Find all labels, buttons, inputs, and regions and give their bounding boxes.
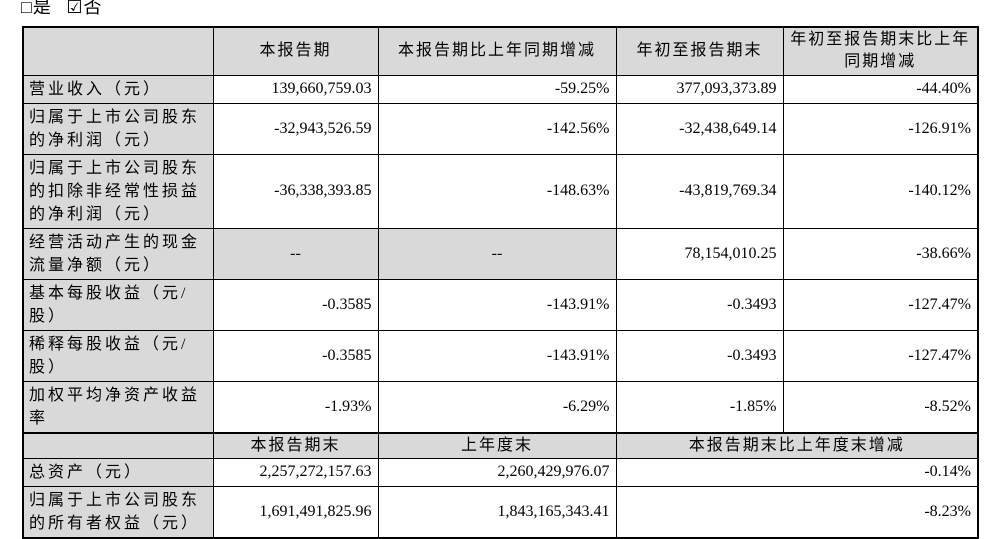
cell-value: -127.47% bbox=[782, 278, 979, 331]
column-header-ytd: 年初至报告期末 bbox=[615, 26, 784, 76]
row-label: 总资产（元） bbox=[22, 457, 214, 487]
cell-value: -140.12% bbox=[782, 153, 979, 229]
column-header-prev-year-end: 上年度末 bbox=[377, 431, 617, 459]
cell-value: -1.85% bbox=[615, 380, 784, 433]
row-label: 稀释每股收益（元/股） bbox=[22, 329, 214, 382]
row-label: 经营活动产生的现金流量净额（元） bbox=[22, 227, 214, 280]
table-row-net-profit: 归属于上市公司股东的净利润（元） -32,943,526.59 -142.56%… bbox=[22, 102, 979, 155]
table-row-revenue: 营业收入（元） 139,660,759.03 -59.25% 377,093,3… bbox=[22, 74, 979, 104]
key-financials-table: 本报告期 本报告期比上年同期增减 年初至报告期末 年初至报告期末比上年同期增减 … bbox=[22, 26, 979, 539]
cell-value: -44.40% bbox=[782, 74, 979, 104]
cell-value: -0.14% bbox=[615, 457, 979, 487]
table-row-basic-eps: 基本每股收益（元/股） -0.3585 -143.91% -0.3493 -12… bbox=[22, 278, 979, 331]
cell-value: -59.25% bbox=[377, 74, 617, 104]
row-label: 归属于上市公司股东的所有者权益（元） bbox=[22, 485, 214, 538]
cell-value: -38.66% bbox=[782, 227, 979, 280]
cell-value: -0.3585 bbox=[212, 329, 379, 382]
cell-value: -43,819,769.34 bbox=[615, 153, 784, 229]
cell-value: -142.56% bbox=[377, 102, 617, 155]
header-row-yearend: 本报告期末 上年度末 本报告期末比上年度末增减 bbox=[22, 431, 979, 459]
cell-value: 377,093,373.89 bbox=[615, 74, 784, 104]
report-page: { "prompt": { "option_yes": "□是", "optio… bbox=[21, 0, 979, 539]
table-row-total-assets: 总资产（元） 2,257,272,157.63 2,260,429,976.07… bbox=[22, 457, 979, 487]
cell-value: -1.93% bbox=[212, 380, 379, 433]
cell-value: -148.63% bbox=[377, 153, 617, 229]
cell-value: -8.52% bbox=[782, 380, 979, 433]
table-row-diluted-eps: 稀释每股收益（元/股） -0.3585 -143.91% -0.3493 -12… bbox=[22, 329, 979, 382]
cell-value: 1,843,165,343.41 bbox=[377, 485, 617, 538]
row-label: 归属于上市公司股东的扣除非经常性损益的净利润（元） bbox=[22, 153, 214, 229]
cell-value: -36,338,393.85 bbox=[212, 153, 379, 229]
column-header-period-yoy: 本报告期比上年同期增减 bbox=[377, 26, 617, 76]
checkbox-yes: □是 bbox=[21, 0, 52, 17]
cell-value: 139,660,759.03 bbox=[212, 74, 379, 104]
cell-value: 2,257,272,157.63 bbox=[212, 457, 379, 487]
cell-value: -0.3585 bbox=[212, 278, 379, 331]
cell-value: -32,943,526.59 bbox=[212, 102, 379, 155]
corner-cell bbox=[22, 26, 214, 76]
row-label: 基本每股收益（元/股） bbox=[22, 278, 214, 331]
table-row-shareholders-equity: 归属于上市公司股东的所有者权益（元） 1,691,491,825.96 1,84… bbox=[22, 485, 979, 538]
table-row-net-profit-excl-nonrecurring: 归属于上市公司股东的扣除非经常性损益的净利润（元） -36,338,393.85… bbox=[22, 153, 979, 229]
cell-value: -143.91% bbox=[377, 329, 617, 382]
row-label: 加权平均净资产收益率 bbox=[22, 380, 214, 433]
cell-value: -- bbox=[212, 227, 379, 280]
yes-no-checkbox-line: □是 ☑否 bbox=[21, 0, 103, 19]
row-label: 营业收入（元） bbox=[22, 74, 214, 104]
cell-value: -8.23% bbox=[615, 485, 979, 538]
row-label: 归属于上市公司股东的净利润（元） bbox=[22, 102, 214, 155]
header-row-quarter: 本报告期 本报告期比上年同期增减 年初至报告期末 年初至报告期末比上年同期增减 bbox=[22, 26, 979, 76]
cell-value: -0.3493 bbox=[615, 329, 784, 382]
cell-value: -127.47% bbox=[782, 329, 979, 382]
cell-value: -0.3493 bbox=[615, 278, 784, 331]
cell-value: -143.91% bbox=[377, 278, 617, 331]
cell-value: -32,438,649.14 bbox=[615, 102, 784, 155]
cell-value: 1,691,491,825.96 bbox=[212, 485, 379, 538]
table-row-weighted-avg-roe: 加权平均净资产收益率 -1.93% -6.29% -1.85% -8.52% bbox=[22, 380, 979, 433]
cell-value: -- bbox=[377, 227, 617, 280]
column-header-ytd-yoy: 年初至报告期末比上年同期增减 bbox=[782, 26, 979, 76]
cell-value: 2,260,429,976.07 bbox=[377, 457, 617, 487]
column-header-yearend-change: 本报告期末比上年度末增减 bbox=[615, 431, 979, 459]
cell-value: -6.29% bbox=[377, 380, 617, 433]
corner-cell bbox=[22, 431, 214, 459]
column-header-period: 本报告期 bbox=[212, 26, 379, 76]
cell-value: 78,154,010.25 bbox=[615, 227, 784, 280]
column-header-period-end: 本报告期末 bbox=[212, 431, 379, 459]
cell-value: -126.91% bbox=[782, 102, 979, 155]
table-row-operating-cash-flow: 经营活动产生的现金流量净额（元） -- -- 78,154,010.25 -38… bbox=[22, 227, 979, 280]
checkbox-no: ☑否 bbox=[66, 0, 103, 17]
